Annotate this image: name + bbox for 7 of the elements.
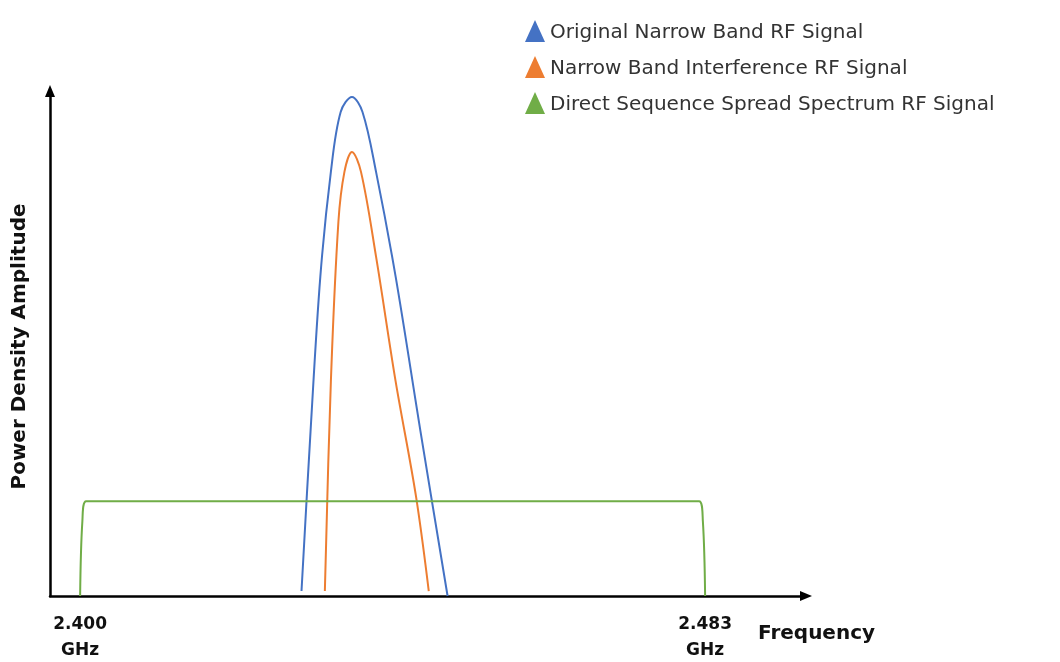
x-tick-label: 2.483 GHz: [678, 613, 733, 659]
x-tick-label: 2.400 GHz: [53, 613, 108, 659]
legend-label: Original Narrow Band RF Signal: [550, 19, 864, 43]
x-axis-title: Frequency: [758, 620, 876, 644]
legend-label: Direct Sequence Spread Spectrum RF Signal: [550, 91, 995, 115]
legend-label: Narrow Band Interference RF Signal: [550, 55, 908, 79]
y-axis-title: Power Density Amplitude: [6, 203, 30, 490]
